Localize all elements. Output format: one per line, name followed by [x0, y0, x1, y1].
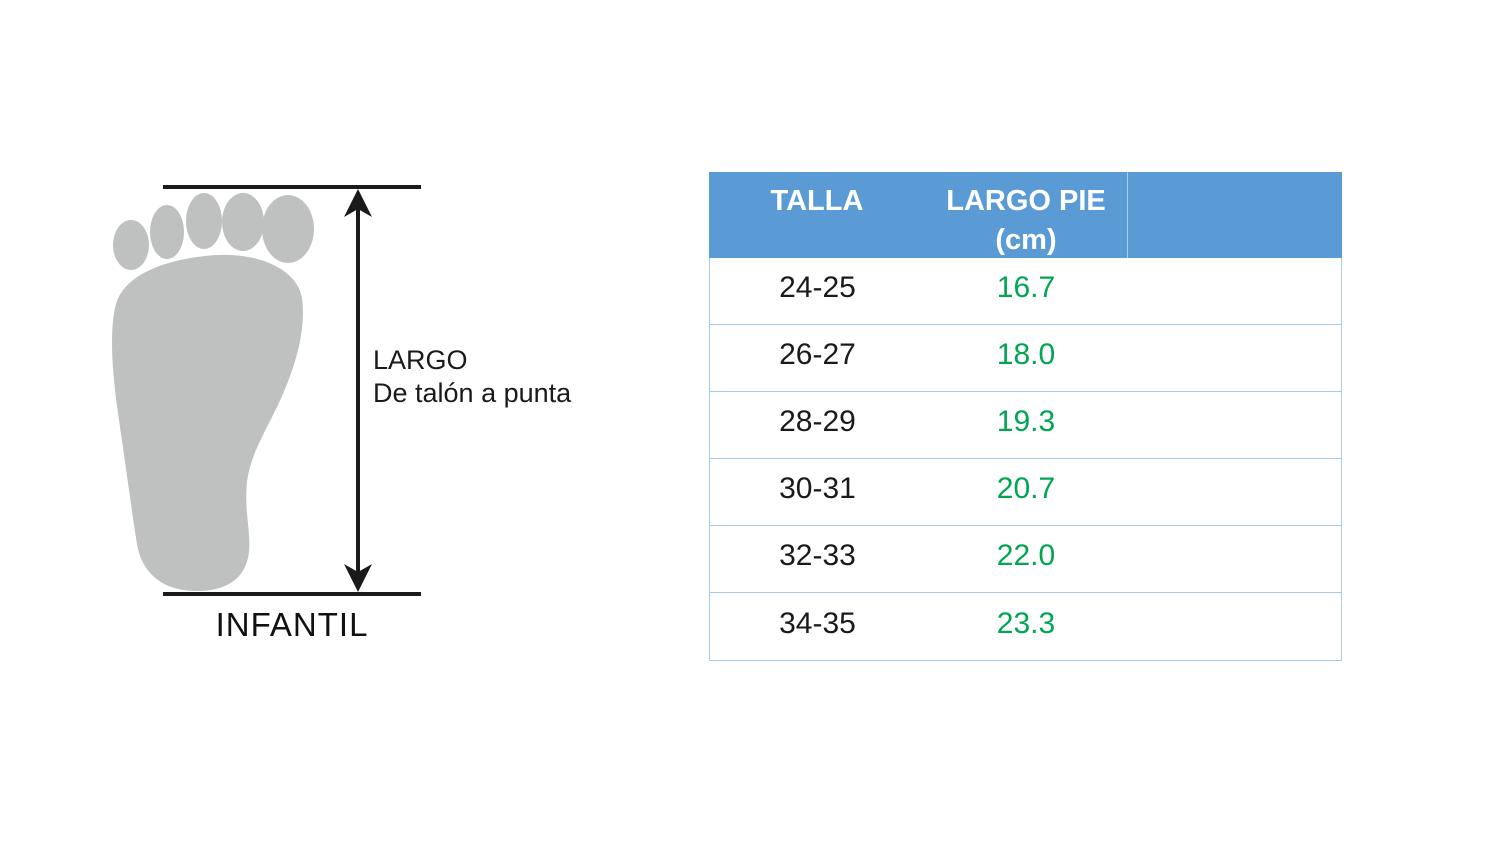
table-header-row: TALLA LARGO PIE (cm)	[709, 172, 1342, 258]
cell-size: 28-29	[779, 405, 856, 438]
measure-label: LARGO De talón a punta	[373, 344, 571, 410]
cell-length: 23.3	[996, 606, 1056, 640]
measurement-arrow-icon	[344, 189, 372, 592]
header-cell-talla: TALLA	[709, 172, 925, 258]
cell-length: 19.3	[996, 405, 1056, 438]
cell-length: 22.0	[996, 539, 1056, 572]
header-largo-pie-unit: (cm)	[995, 224, 1057, 256]
table-row: 28-29 19.3	[710, 392, 1341, 459]
cell-size: 30-31	[779, 472, 856, 505]
size-table: TALLA LARGO PIE (cm) 24-25 16.7 26-27 18…	[709, 172, 1342, 661]
table-row: 32-33 22.0	[710, 526, 1341, 593]
cell-length: 18.0	[996, 338, 1056, 371]
cell-length: 20.7	[996, 472, 1056, 505]
cell-size: 32-33	[779, 539, 856, 572]
measure-label-line1: LARGO	[373, 345, 468, 375]
cell-size: 26-27	[779, 338, 856, 371]
table-body: 24-25 16.7 26-27 18.0 28-29 19.3 30-31 2…	[709, 258, 1342, 661]
cell-length: 16.7	[996, 271, 1056, 304]
header-cell-largo-pie: LARGO PIE (cm)	[925, 172, 1127, 258]
table-row: 24-25 16.7	[710, 258, 1341, 325]
cell-size: 34-35	[779, 606, 856, 640]
footprint-icon	[112, 193, 314, 592]
header-cell-empty	[1127, 172, 1342, 258]
header-largo-pie-label: LARGO PIE	[946, 185, 1106, 217]
diagram-caption: INFANTIL	[215, 606, 369, 643]
table-row: 30-31 20.7	[710, 459, 1341, 526]
header-talla-label: TALLA	[770, 185, 864, 217]
measure-label-line2: De talón a punta	[373, 378, 572, 408]
table-row: 34-35 23.3	[710, 593, 1341, 660]
cell-size: 24-25	[779, 271, 856, 304]
table-row: 26-27 18.0	[710, 325, 1341, 392]
foot-measurement-diagram	[112, 185, 421, 596]
